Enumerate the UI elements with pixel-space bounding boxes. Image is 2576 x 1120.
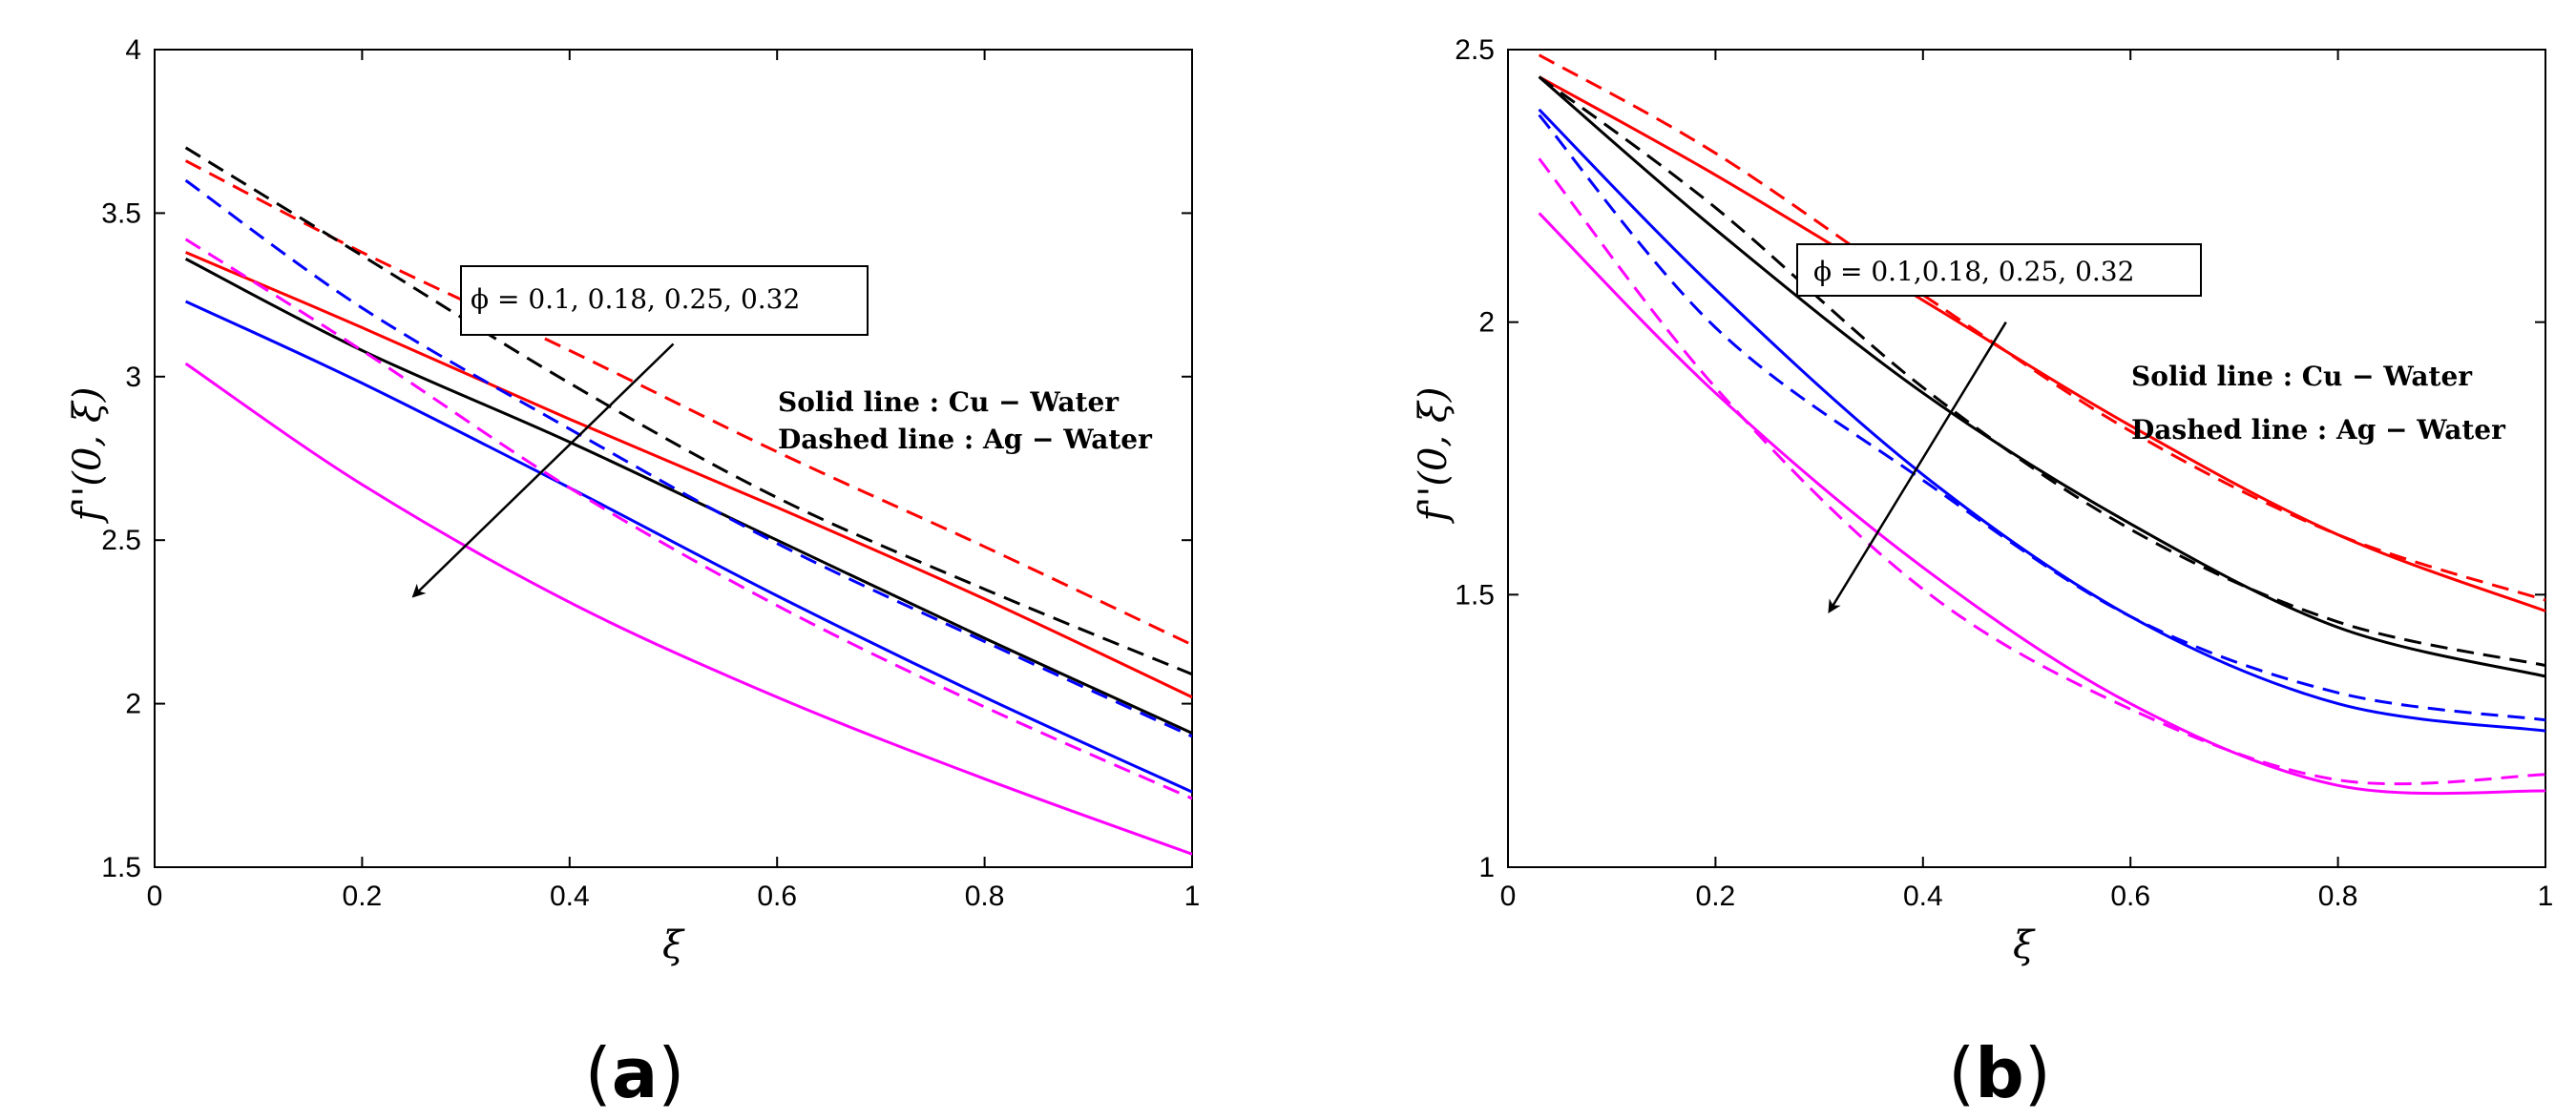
panel-label-a-close: ) [658,1033,684,1113]
plot-area-a [154,49,1193,868]
series-line-ag-water-4 [184,159,1193,647]
series-line-ag-water-4 [1538,53,2546,602]
series-line-cu-water-1 [1538,75,2546,678]
y-tick-label: 1.5 [101,852,141,883]
y-tick-label: 3 [125,362,141,393]
annotation-frame-b [1796,243,2202,297]
annotation-text-a: ϕ = 0.1, 0.18, 0.25, 0.32 [471,283,800,315]
chart-panel-b: 0 0.2 0.4 0.6 0.8 1 1 1.5 2 2.5 ϕ = 0.1,0.18, 0.2… [1412,34,2553,1113]
series-line-ag-water-5 [1538,75,2546,668]
y-tick-label: 3.5 [101,197,141,229]
y-tick-label: 2 [1478,307,1495,339]
legend-line-1-a: Solid line : Cu − Water [778,386,1120,418]
direction-arrow-a [411,342,675,598]
series-line-cu-water-3 [1538,212,2546,796]
y-axis-label-a: f''(0, ξ) [66,387,110,525]
x-axis-label-b: ξ [2013,923,2036,967]
x-tick-label: 0.6 [2110,881,2150,912]
legend-line-2-b: Dashed line : Ag − Water [2131,414,2506,446]
panel-label-a-letter: a [612,1033,659,1113]
annotation-frame-a [460,265,869,336]
annotation-box-b: ϕ = 0.1,0.18, 0.25, 0.32 [1796,243,2202,297]
x-tick-label: 0 [147,881,163,912]
x-tick-label: 0.2 [1696,881,1736,912]
y-tick-label: 4 [125,34,141,66]
x-tick-label: 0.8 [965,881,1005,912]
series-line-ag-water-6 [1538,114,2546,722]
series-line-cu-water-0 [185,251,1193,699]
y-tick-label: 1.5 [1455,579,1495,611]
axes-ticks-b: 0 0.2 0.4 0.6 0.8 1 1 1.5 2 2.5 [1455,34,2553,912]
series-line-ag-water-5 [184,146,1193,676]
series-group-a [184,146,1193,856]
axes-ticks-a: 0 0.2 0.4 0.6 0.8 1 1.5 2 2.5 3 3.5 4 [101,34,1200,912]
arrow-line [1828,321,2007,614]
legend-line-2-a: Dashed line : Ag − Water [778,424,1153,455]
x-axis-label-a: ξ [662,923,685,967]
plot-area-b [1507,49,2546,868]
x-tick-label: 0.4 [1903,881,1943,912]
panel-label-a-open: ( [585,1033,612,1113]
x-tick-label: 0 [1500,881,1517,912]
x-tick-label: 0.6 [757,881,797,912]
direction-arrow-b [1828,321,2007,614]
y-tick-label: 2.5 [1455,34,1495,66]
series-group-b [1538,53,2546,796]
x-tick-label: 0.8 [2318,881,2358,912]
legend-line-1-b: Solid line : Cu − Water [2131,361,2473,392]
panel-label-b-open: ( [1948,1033,1975,1113]
series-line-ag-water-7 [1538,157,2546,786]
series-line-ag-water-7 [184,238,1193,800]
x-tick-label: 0.4 [550,881,590,912]
x-tick-label: 1 [1184,881,1201,912]
panel-label-b: (b) [1948,1033,2051,1113]
annotation-box-a: ϕ = 0.1, 0.18, 0.25, 0.32 [460,265,869,336]
panel-label-b-close: ) [2024,1033,2051,1113]
chart-panel-a: 0 0.2 0.4 0.6 0.8 1 1.5 2 2.5 3 3.5 4 ϕ = 0.1, 0.18… [66,34,1200,1113]
annotation-text-b: ϕ = 0.1,0.18, 0.25, 0.32 [1813,256,2134,287]
y-tick-label: 1 [1478,852,1495,883]
panel-label-b-letter: b [1975,1033,2024,1113]
x-tick-label: 0.2 [343,881,383,912]
series-line-cu-water-1 [184,258,1193,735]
series-line-cu-water-2 [184,300,1193,794]
y-tick-label: 2 [125,689,141,720]
x-tick-label: 1 [2538,881,2554,912]
y-tick-label: 2.5 [101,525,141,556]
panel-label-a: (a) [585,1033,685,1113]
series-line-ag-water-6 [184,178,1193,738]
series-line-cu-water-3 [184,362,1193,856]
y-axis-label-b: f''(0, ξ) [1412,387,1456,525]
arrow-line [411,342,675,598]
